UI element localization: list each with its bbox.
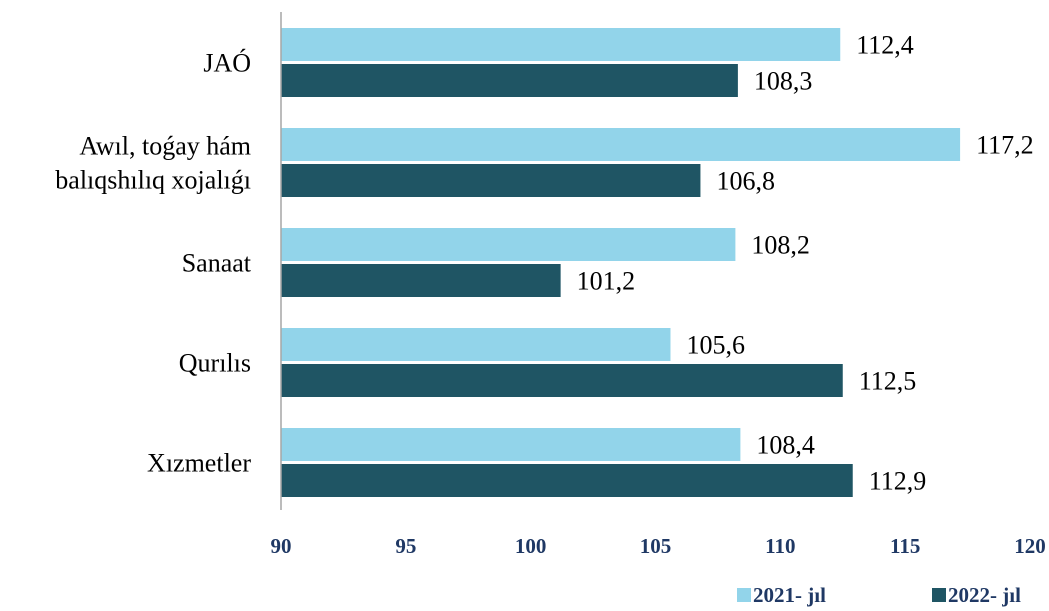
x-tick-label-95: 95 bbox=[395, 534, 416, 558]
category-label-0: JAÓ bbox=[203, 49, 251, 78]
bar-2022-4 bbox=[281, 464, 853, 497]
value-label-2021-0: 112,4 bbox=[856, 31, 914, 60]
legend-swatch-2021 bbox=[737, 588, 751, 602]
x-tick-label-105: 105 bbox=[640, 534, 672, 558]
bar-2021-3 bbox=[281, 328, 671, 361]
legend-label-2021: 2021- jıl bbox=[753, 583, 826, 607]
category-label-2: Sanaat bbox=[182, 249, 252, 278]
value-label-2021-2: 108,2 bbox=[751, 231, 810, 260]
bar-2021-1 bbox=[281, 128, 961, 161]
bar-2021-0 bbox=[281, 28, 841, 61]
value-label-2022-2: 101,2 bbox=[577, 267, 636, 296]
legend-swatch-2022 bbox=[932, 588, 946, 602]
category-labels: JAÓ Awıl, toǵay hám balıqshılıq xojalıǵı Sa… bbox=[55, 49, 251, 478]
bar-2022-0 bbox=[281, 64, 738, 97]
category-label-1-line-1: balıqshılıq xojalıǵı bbox=[55, 166, 251, 195]
bar-2022-3 bbox=[281, 364, 843, 397]
category-label-4: Xızmetler bbox=[147, 449, 251, 478]
x-tick-label-115: 115 bbox=[890, 534, 920, 558]
value-label-2022-3: 112,5 bbox=[859, 367, 917, 396]
legend: 2021- jıl 2022- jıl bbox=[737, 583, 1021, 607]
x-tick-label-110: 110 bbox=[765, 534, 795, 558]
value-label-2021-3: 105,6 bbox=[686, 331, 745, 360]
value-label-2022-1: 106,8 bbox=[716, 167, 775, 196]
category-label-3: Qurılıs bbox=[179, 349, 251, 378]
x-axis-ticks: 90 95 100 105 110 115 120 bbox=[271, 534, 1046, 558]
x-tick-label-90: 90 bbox=[271, 534, 292, 558]
bar-2021-2 bbox=[281, 228, 736, 261]
category-label-1-line-0: Awıl, toǵay hám bbox=[79, 132, 251, 161]
bar-2021-4 bbox=[281, 428, 741, 461]
bars-group bbox=[281, 28, 961, 497]
value-label-2021-4: 108,4 bbox=[756, 431, 815, 460]
bar-2022-2 bbox=[281, 264, 561, 297]
x-tick-label-100: 100 bbox=[515, 534, 547, 558]
value-labels: 112,4 108,3 117,2 106,8 108,2 101,2 105,6 112,5… bbox=[577, 31, 1034, 496]
bar-2022-1 bbox=[281, 164, 701, 197]
value-label-2022-4: 112,9 bbox=[869, 467, 927, 496]
legend-label-2022: 2022- jıl bbox=[948, 583, 1021, 607]
x-tick-label-120: 120 bbox=[1014, 534, 1046, 558]
value-label-2022-0: 108,3 bbox=[754, 67, 813, 96]
value-label-2021-1: 117,2 bbox=[976, 131, 1034, 160]
